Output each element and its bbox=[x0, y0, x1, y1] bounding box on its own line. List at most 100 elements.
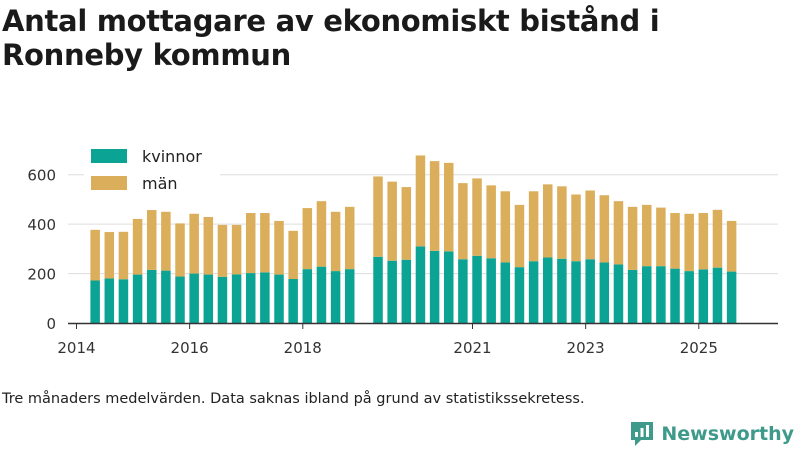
bar-kvinnor bbox=[90, 280, 100, 323]
x-tick-label: 2016 bbox=[171, 339, 209, 357]
x-tick-label: 2014 bbox=[57, 339, 95, 357]
bar-kvinnor bbox=[373, 256, 383, 323]
bar-kvinnor bbox=[528, 261, 539, 323]
bar-kvinnor bbox=[330, 271, 341, 323]
bar-man bbox=[726, 220, 737, 272]
bar-kvinnor bbox=[274, 274, 284, 323]
bar-kvinnor bbox=[443, 251, 454, 323]
bar-man bbox=[684, 213, 694, 272]
bar-man bbox=[670, 213, 680, 269]
bar-man bbox=[146, 210, 157, 270]
bar-kvinnor bbox=[387, 260, 397, 323]
bar-man bbox=[245, 213, 256, 274]
legend-swatch bbox=[91, 176, 127, 190]
bar-man bbox=[656, 207, 666, 267]
bar-man bbox=[472, 178, 482, 256]
bar-kvinnor bbox=[161, 270, 171, 323]
bar-man bbox=[415, 155, 426, 247]
y-tick-label: 0 bbox=[46, 315, 56, 333]
x-axis: 2014 2016 2018 2021 2023 2025 bbox=[57, 322, 778, 357]
bar-man bbox=[288, 230, 298, 280]
bar-kvinnor bbox=[585, 259, 595, 323]
bar-kvinnor bbox=[486, 258, 496, 323]
bar-kvinnor bbox=[656, 266, 666, 323]
bar-kvinnor bbox=[316, 266, 327, 323]
bar-kvinnor bbox=[641, 266, 652, 323]
bar-kvinnor bbox=[542, 257, 553, 323]
bar-man bbox=[542, 184, 553, 258]
bar-kvinnor bbox=[472, 255, 482, 323]
bar-man bbox=[557, 186, 567, 259]
bar-man bbox=[528, 191, 539, 262]
bar-man bbox=[161, 211, 171, 271]
x-tick-label: 2023 bbox=[567, 339, 605, 357]
bar-man bbox=[514, 204, 525, 268]
legend-swatch bbox=[91, 149, 127, 163]
bar-man bbox=[458, 183, 468, 260]
bar-kvinnor bbox=[217, 276, 228, 323]
bar-man bbox=[500, 191, 511, 263]
bar-kvinnor bbox=[118, 279, 129, 323]
bar-man bbox=[274, 220, 284, 275]
bar-kvinnor bbox=[500, 262, 511, 323]
page-title: Antal mottagare av ekonomiskt bistånd i … bbox=[2, 4, 660, 72]
bar-man bbox=[712, 209, 723, 268]
bar-man bbox=[217, 224, 228, 277]
bar-man bbox=[613, 201, 624, 265]
bar-kvinnor bbox=[231, 274, 242, 323]
brand-logo: Newsworthy bbox=[629, 420, 794, 448]
bar-kvinnor bbox=[415, 246, 426, 323]
bar-kvinnor bbox=[514, 267, 525, 323]
y-axis: 0 200 400 600 bbox=[27, 167, 56, 333]
bar-kvinnor bbox=[571, 261, 581, 323]
bar-man bbox=[132, 218, 143, 275]
bar-kvinnor bbox=[401, 259, 412, 323]
bar-man bbox=[118, 231, 129, 280]
bar-man bbox=[599, 195, 610, 263]
bar-kvinnor bbox=[344, 269, 355, 323]
bar-kvinnor bbox=[288, 279, 298, 323]
bar-kvinnor bbox=[302, 269, 313, 323]
bar-man bbox=[641, 204, 652, 267]
bar-man bbox=[231, 224, 242, 275]
bar-kvinnor bbox=[557, 258, 567, 323]
bar-kvinnor bbox=[175, 276, 185, 323]
bar-man bbox=[571, 194, 581, 262]
bar-man bbox=[175, 223, 185, 277]
y-tick-label: 600 bbox=[27, 167, 56, 185]
bar-kvinnor bbox=[627, 269, 638, 323]
bar-kvinnor bbox=[599, 262, 610, 323]
bar-kvinnor bbox=[613, 264, 624, 323]
bar-man bbox=[585, 190, 595, 260]
bar-man bbox=[373, 176, 383, 257]
bar-man bbox=[627, 206, 638, 270]
bar-kvinnor bbox=[698, 269, 709, 323]
bar-man bbox=[698, 213, 709, 270]
bar-kvinnor bbox=[245, 273, 256, 323]
bar-man bbox=[330, 211, 341, 272]
y-tick-label: 200 bbox=[27, 266, 56, 284]
x-tick-label: 2018 bbox=[284, 339, 322, 357]
bar-kvinnor bbox=[260, 272, 270, 323]
bar-kvinnor bbox=[429, 250, 440, 323]
x-tick-label: 2025 bbox=[680, 339, 718, 357]
bar-man bbox=[429, 161, 440, 251]
bar-kvinnor bbox=[104, 278, 115, 323]
bar-kvinnor bbox=[670, 268, 680, 323]
brand-name: Newsworthy bbox=[661, 423, 794, 445]
bar-kvinnor bbox=[726, 271, 737, 323]
legend-label: män bbox=[142, 174, 178, 193]
bar-kvinnor bbox=[132, 274, 143, 323]
y-tick-label: 400 bbox=[27, 216, 56, 234]
bar-man bbox=[90, 229, 100, 281]
bar-man bbox=[344, 206, 355, 270]
bar-man bbox=[316, 201, 327, 267]
bars bbox=[90, 155, 737, 323]
bar-man bbox=[203, 216, 214, 275]
bar-kvinnor bbox=[684, 271, 694, 323]
bar-man bbox=[104, 232, 115, 279]
bar-man bbox=[189, 213, 199, 274]
bar-man bbox=[260, 213, 270, 273]
newsworthy-logo-icon bbox=[631, 422, 654, 446]
